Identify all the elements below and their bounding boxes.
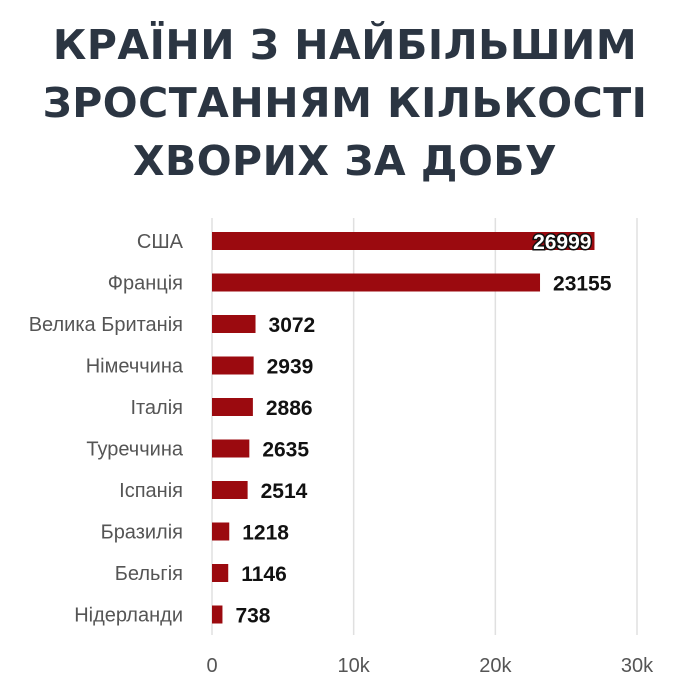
bar: [212, 564, 229, 582]
value-label: 26999: [533, 231, 591, 254]
chart-title: КРАЇНИ З НАЙБІЛЬШИМ ЗРОСТАННЯМ КІЛЬКОСТІ…: [0, 16, 690, 190]
category-label: Нідерланди: [74, 605, 183, 627]
bar: [212, 398, 253, 416]
value-label: 738: [235, 605, 270, 628]
x-tick-label: 0: [206, 655, 217, 677]
category-label: Бельгія: [115, 563, 183, 585]
category-label: Туреччина: [86, 439, 184, 461]
category-label: Іспанія: [119, 480, 183, 502]
bar: [212, 315, 256, 333]
value-label: 2939: [267, 356, 314, 379]
category-label: Італія: [130, 397, 183, 419]
category-label: США: [137, 231, 184, 253]
bar: [212, 273, 541, 292]
value-label: 1218: [242, 522, 289, 545]
x-tick-label: 30k: [621, 655, 654, 677]
value-label: 23155: [553, 273, 612, 296]
bar: [212, 439, 250, 458]
bar: [212, 522, 230, 541]
bar: [212, 481, 248, 499]
value-label: 2886: [266, 397, 313, 420]
bar: [212, 356, 254, 375]
category-label: Бразилія: [101, 522, 183, 544]
value-label: 2514: [261, 480, 308, 503]
category-label: Німеччина: [86, 356, 184, 378]
category-label: Франція: [108, 273, 183, 295]
x-tick-label: 20k: [479, 655, 512, 677]
bar: [212, 232, 595, 250]
chart-title-line-1: КРАЇНИ З НАЙБІЛЬШИМ: [52, 21, 638, 69]
value-label: 3072: [269, 314, 316, 337]
value-label: 1146: [241, 563, 287, 586]
chart-title-line-2: ЗРОСТАННЯМ КІЛЬКОСТІ: [42, 79, 648, 127]
category-label: Велика Британія: [29, 314, 183, 336]
bar: [212, 605, 223, 624]
x-tick-label: 10k: [338, 655, 371, 677]
chart-title-line-3: ХВОРИХ ЗА ДОБУ: [132, 137, 558, 185]
value-label: 2635: [262, 439, 309, 462]
